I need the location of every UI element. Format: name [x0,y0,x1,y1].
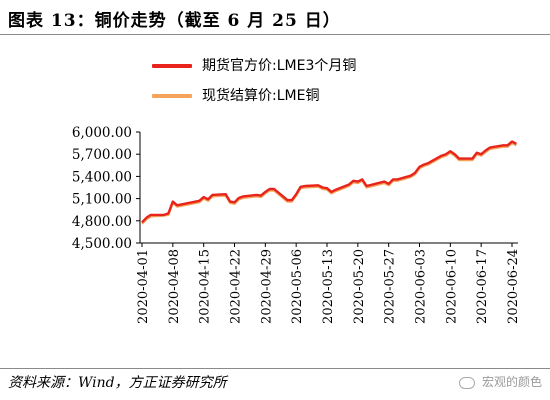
series-lines [141,140,517,225]
y-tick-label: 5,700.00 [72,147,132,163]
x-tick-label: 2020-04-15 [198,249,213,324]
legend-swatch-lme3m-futures [152,64,192,68]
title-bar: 图表 13：铜价走势（截至 6 月 25 日） [0,0,550,35]
y-tick-label: 4,500.00 [72,236,132,252]
legend-label-lme3m-futures: 期货官方价:LME3个月铜 [202,58,357,74]
x-tick-label: 2020-05-20 [352,249,367,324]
wechat-icon [459,376,476,389]
x-tick-label: 2020-04-22 [229,249,244,324]
x-tick-label: 2020-04-01 [136,249,151,324]
y-tick-label: 5,100.00 [72,192,132,208]
legend-swatch-lme-spot [152,94,192,98]
x-tick-label: 2020-04-29 [259,249,274,324]
x-tick-label: 2020-05-27 [383,249,398,324]
x-tick-label: 2020-06-03 [414,249,429,324]
y-axis: 4,500.00 4,800.00 5,100.00 5,400.00 5,700.00… [72,125,141,252]
x-tick-label: 2020-04-08 [167,249,182,324]
source-divider [0,368,550,369]
legend-label-lme-spot: 现货结算价:LME铜 [202,88,320,104]
y-tick-label: 5,400.00 [72,169,132,185]
x-axis: 2020-04-01 2020-04-08 2020-04-15 2020-04-22… [136,242,521,324]
x-tick-label: 2020-05-13 [321,249,336,324]
x-tick-label: 2020-06-17 [475,249,490,324]
x-tick-label: 2020-05-06 [290,249,305,324]
x-tick-label: 2020-06-10 [444,249,459,324]
y-tick-label: 6,000.00 [72,125,132,141]
series-line-lme3m-futures [141,140,517,224]
watermark: 宏观的颜色 [459,373,542,390]
y-tick-label: 4,800.00 [72,214,132,230]
watermark-text: 宏观的颜色 [481,375,542,389]
source-note: 资料来源：Wind，方正证券研究所 [8,375,227,391]
x-tick-label: 2020-06-24 [506,249,521,324]
copper-price-chart: 4,500.00 4,800.00 5,100.00 5,400.00 5,700.00… [72,125,521,324]
series-line-lme-spot [141,142,517,225]
chart-title: 图表 13：铜价走势（截至 6 月 25 日） [8,11,341,31]
